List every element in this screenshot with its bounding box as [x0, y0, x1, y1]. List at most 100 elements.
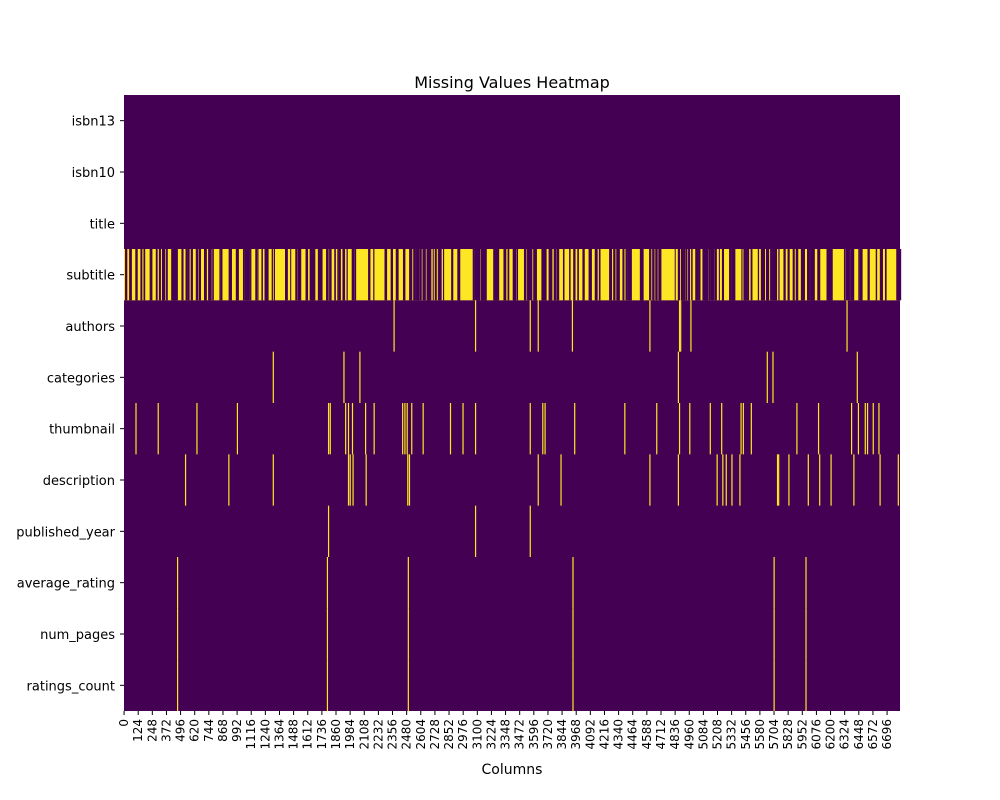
present-cell-subtitle: [285, 249, 288, 301]
present-cell-subtitle: [250, 249, 252, 301]
missing-cell-description: [725, 454, 727, 506]
x-tick-label: 5580: [753, 719, 767, 750]
x-tick-label: 3472: [513, 719, 527, 750]
missing-cell-thumbnail: [449, 403, 452, 455]
present-cell-subtitle: [826, 249, 829, 301]
missing-cell-thumbnail: [740, 403, 742, 455]
present-cell-subtitle: [516, 249, 519, 301]
x-tick-label: 5084: [696, 719, 710, 750]
x-tick-label: 1984: [343, 719, 357, 750]
present-cell-subtitle: [261, 249, 263, 301]
x-tick-label: 6324: [838, 719, 852, 750]
present-cell-subtitle: [843, 249, 846, 301]
missing-cell-thumbnail: [544, 403, 546, 455]
x-tick-label: 5952: [795, 719, 809, 750]
present-cell-subtitle: [706, 249, 709, 301]
present-cell-subtitle: [409, 249, 411, 301]
x-tick-label: 2480: [400, 719, 414, 750]
present-cell-subtitle: [496, 249, 500, 301]
missing-cell-description: [352, 454, 354, 506]
present-cell-subtitle: [577, 249, 579, 301]
present-cell-subtitle: [419, 249, 422, 301]
present-cell-subtitle: [205, 249, 207, 301]
present-cell-subtitle: [544, 249, 547, 301]
present-cell-subtitle: [530, 249, 533, 301]
present-cell-subtitle: [542, 249, 545, 301]
y-tick-label: num_pages: [40, 628, 115, 643]
present-cell-subtitle: [681, 249, 684, 301]
missing-cell-description: [807, 454, 809, 506]
chart-title: Missing Values Heatmap: [414, 73, 610, 92]
present-cell-subtitle: [674, 249, 676, 301]
x-tick-label: 372: [159, 719, 173, 742]
missing-cell-description: [739, 454, 741, 506]
present-cell-subtitle: [898, 249, 902, 301]
x-tick-label: 6696: [880, 719, 894, 750]
present-cell-subtitle: [772, 249, 774, 301]
present-cell-subtitle: [140, 249, 143, 301]
present-cell-subtitle: [730, 249, 732, 301]
present-cell-subtitle: [330, 249, 332, 301]
present-cell-subtitle: [483, 249, 486, 301]
x-tick-label: 5704: [767, 719, 781, 750]
missing-cell-description: [272, 454, 274, 506]
present-cell-subtitle: [569, 249, 571, 301]
missing-cell-authors: [393, 300, 395, 352]
present-cell-subtitle: [415, 249, 417, 301]
present-cell-subtitle: [640, 249, 644, 301]
present-cell-subtitle: [136, 249, 138, 301]
x-tick-label: 2728: [428, 719, 442, 750]
missing-cell-thumbnail: [462, 403, 464, 455]
missing-cell-description: [788, 454, 790, 506]
present-cell-subtitle: [195, 249, 199, 301]
missing-cell-thumbnail: [689, 403, 691, 455]
missing-cell-authors: [846, 300, 848, 352]
x-tick-label: 3224: [484, 719, 498, 750]
x-tick-label: 3348: [499, 719, 513, 750]
present-cell-subtitle: [354, 249, 357, 301]
x-tick-label: 2604: [414, 719, 428, 750]
missing-cell-description: [879, 454, 881, 506]
missing-cell-published_year: [327, 505, 330, 557]
missing-cell-description: [722, 454, 724, 506]
present-cell-subtitle: [809, 249, 811, 301]
present-cell-subtitle: [266, 249, 269, 301]
missing-cell-description: [537, 454, 539, 506]
x-tick-label: 3844: [555, 719, 569, 750]
present-cell-subtitle: [422, 249, 424, 301]
x-tick-label: 5456: [739, 719, 753, 750]
missing-cell-ratings_count: [805, 659, 807, 711]
present-cell-subtitle: [181, 249, 184, 301]
present-cell-subtitle: [271, 249, 273, 301]
present-cell-subtitle: [125, 249, 128, 301]
present-cell-subtitle: [523, 249, 527, 301]
y-tick-label: isbn13: [72, 115, 115, 130]
missing-cell-categories: [359, 351, 361, 403]
missing-cell-thumbnail: [796, 403, 798, 455]
missing-cell-description: [677, 454, 679, 506]
present-cell-subtitle: [774, 249, 778, 301]
present-cell-subtitle: [150, 249, 153, 301]
missing-cell-description: [407, 454, 409, 506]
missing-cell-average_rating: [326, 557, 329, 609]
missing-cell-description: [716, 454, 718, 506]
present-cell-subtitle: [896, 249, 900, 301]
present-cell-subtitle: [209, 249, 212, 301]
x-tick-label: 992: [230, 719, 244, 742]
missing-cell-thumbnail: [474, 403, 477, 455]
present-cell-subtitle: [527, 249, 530, 301]
missing-cell-published_year: [529, 505, 531, 557]
present-cell-subtitle: [625, 249, 628, 301]
present-cell-subtitle: [190, 249, 193, 301]
present-cell-subtitle: [792, 249, 795, 301]
present-cell-subtitle: [743, 249, 746, 301]
present-cell-subtitle: [329, 249, 331, 301]
missing-cell-thumbnail: [365, 403, 367, 455]
present-cell-subtitle: [129, 249, 132, 301]
present-cell-subtitle: [629, 249, 632, 301]
x-tick-label: 1488: [287, 719, 301, 750]
present-cell-subtitle: [696, 249, 699, 301]
present-cell-subtitle: [187, 249, 190, 301]
present-cell-subtitle: [236, 249, 239, 301]
x-tick-label: 6076: [809, 719, 823, 750]
